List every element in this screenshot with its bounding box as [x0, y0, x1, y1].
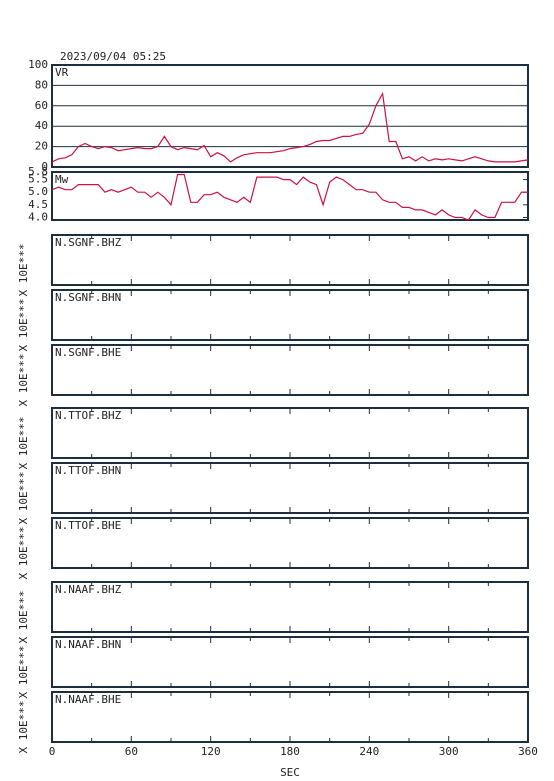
y-tick-label: 5.0: [28, 185, 48, 198]
panel-label: N.TTOF.BHE: [55, 519, 121, 532]
panel-frame: [51, 407, 529, 459]
data-line: [51, 91, 529, 163]
panel-frame: [51, 171, 529, 221]
y-tick-label: 20: [35, 140, 48, 153]
y-tick-label: 5.5: [28, 173, 48, 186]
x-tick-label: 300: [439, 745, 459, 758]
scale-label: X 10E***: [17, 472, 30, 525]
scale-label: X 10E***: [17, 591, 30, 644]
scale-label: X 10E***: [17, 646, 30, 699]
panel-frame: [51, 289, 529, 341]
x-tick-label: 240: [359, 745, 379, 758]
y-tick-label: 4.5: [28, 198, 48, 211]
y-tick-label: 100: [28, 58, 48, 71]
x-tick-label: 360: [518, 745, 538, 758]
x-tick-label: 60: [125, 745, 138, 758]
x-tick-label: 120: [201, 745, 221, 758]
scale-label: X 10E***: [17, 527, 30, 580]
y-tick-label: 0: [41, 160, 48, 173]
x-tick-label: 0: [49, 745, 56, 758]
panel-frame: [51, 581, 529, 633]
y-tick-label: 5.8: [28, 165, 48, 178]
y-tick-label: 40: [35, 119, 48, 132]
panel-frame: [51, 462, 529, 514]
y-tick-label: 80: [35, 78, 48, 91]
panel-frame: [51, 636, 529, 688]
y-tick-label: 60: [35, 99, 48, 112]
panel-label: N.NAAF.BHE: [55, 693, 121, 706]
x-axis-label: SEC: [280, 766, 300, 779]
panel-frame: [51, 234, 529, 286]
panel-label: N.NAAF.BHN: [55, 638, 121, 651]
panel-frame: [51, 64, 529, 168]
panel-label: N.TTOF.BHZ: [55, 409, 122, 422]
y-tick-label: 4.0: [28, 210, 48, 223]
panel-label: N.TTOF.BHN: [55, 464, 121, 477]
chart-title: 2023/09/04 05:25: [60, 50, 166, 63]
panel-label: N.NAAF.BHZ: [55, 583, 122, 596]
scale-label: X 10E***: [17, 354, 30, 407]
panel-label: N.SGNF.BHN: [55, 291, 121, 304]
data-line: [51, 173, 528, 221]
scale-label: X 10E***: [17, 417, 30, 470]
panel-frame: [51, 517, 529, 569]
scale-label: X 10E***: [17, 701, 30, 754]
scale-label: X 10E***: [17, 299, 30, 352]
panel-label: N.SGNF.BHZ: [55, 236, 122, 249]
x-tick-label: 180: [280, 745, 300, 758]
panel-label: N.SGNF.BHE: [55, 346, 121, 359]
panel-label: Mw: [55, 173, 69, 186]
panel-frame: [51, 691, 529, 743]
panel-frame: [51, 344, 529, 396]
panel-label: VR: [55, 66, 69, 79]
scale-label: X 10E***: [17, 244, 30, 297]
